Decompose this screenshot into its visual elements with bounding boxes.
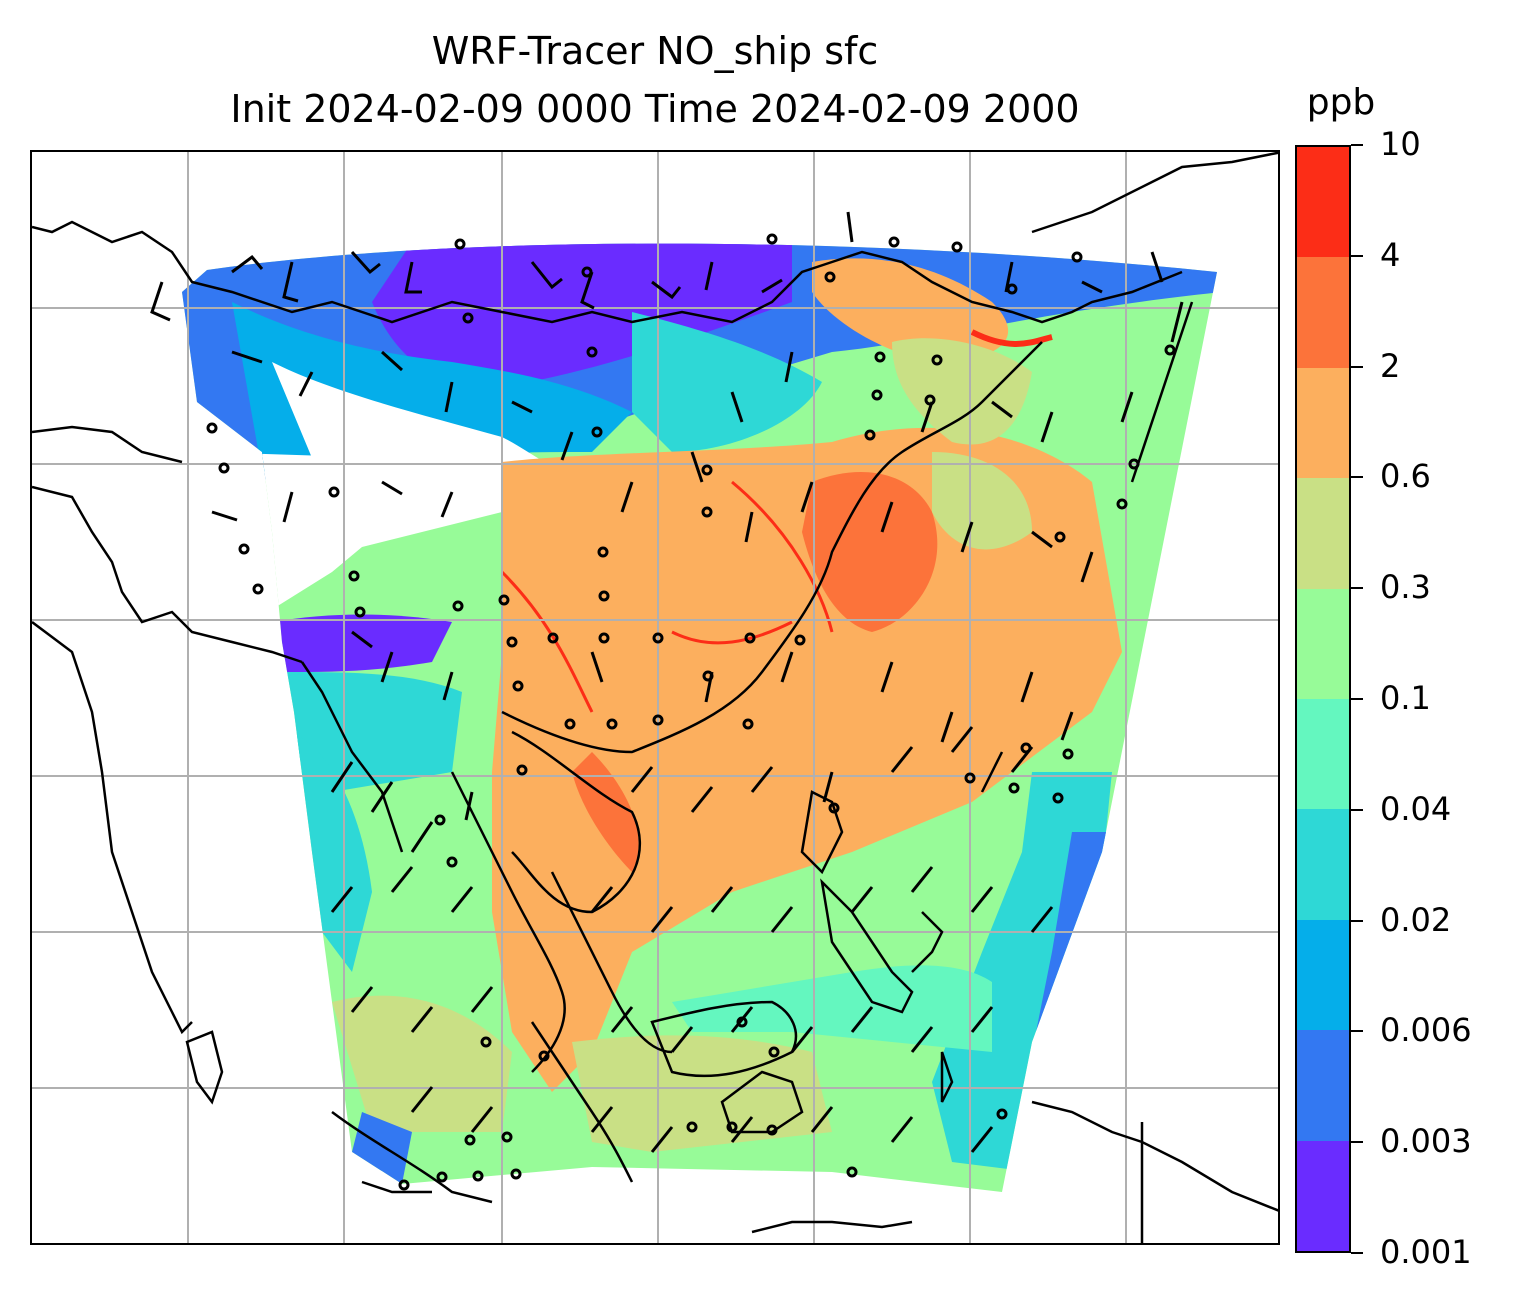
colorbar-segment — [1297, 698, 1349, 810]
colorbar-segment — [1297, 1030, 1349, 1141]
colorbar-segment — [1297, 588, 1349, 699]
colorbar-segment — [1297, 478, 1349, 589]
colorbar-tick-label: 0.6 — [1380, 457, 1431, 496]
coastlines-borders — [32, 152, 1278, 1243]
colorbar-tick — [1351, 808, 1363, 811]
colorbar-tick-label: 0.001 — [1380, 1233, 1472, 1271]
colorbar-tick — [1351, 144, 1363, 146]
colorbar-unit: ppb — [1306, 82, 1376, 123]
colorbar-segment — [1297, 1140, 1349, 1251]
colorbar-tick-label: 0.3 — [1380, 568, 1431, 607]
colorbar-segment — [1297, 809, 1349, 920]
colorbar-segment — [1297, 257, 1349, 368]
colorbar-tick — [1351, 587, 1363, 590]
colorbar-tick — [1351, 254, 1363, 257]
colorbar-tick — [1351, 1141, 1363, 1144]
map-title-line2: Init 2024-02-09 0000 Time 2024-02-09 200… — [230, 87, 1080, 131]
colorbar-tick-label: 4 — [1380, 235, 1401, 274]
wind-barbs — [150, 211, 1184, 1153]
colorbar-tick-label: 0.02 — [1380, 900, 1452, 939]
colorbar-tick — [1351, 1252, 1363, 1254]
colorbar-segment — [1297, 367, 1349, 479]
colorbar-segment — [1297, 919, 1349, 1031]
colorbar-tick-label: 0.003 — [1380, 1122, 1472, 1161]
colorbar-tick — [1351, 698, 1363, 700]
map-panel — [30, 150, 1280, 1245]
colorbar-segment — [1297, 146, 1349, 258]
colorbar-tick — [1351, 365, 1363, 368]
colorbar-tick-label: 2 — [1380, 346, 1401, 385]
colorbar-tick-label: 10 — [1380, 125, 1421, 163]
colorbar — [1295, 145, 1351, 1253]
colorbar-tick — [1351, 476, 1363, 479]
colorbar-tick-label: 0.04 — [1380, 789, 1452, 828]
lat-lon-gridlines — [32, 152, 1278, 1243]
colorbar-tick — [1351, 919, 1363, 922]
colorbar-tick — [1351, 1030, 1363, 1033]
map-canvas — [32, 152, 1278, 1243]
colorbar-tick-label: 0.006 — [1380, 1011, 1472, 1050]
colorbar-tick-label: 0.1 — [1380, 679, 1431, 717]
calm-wind-markers — [206, 233, 1176, 1191]
map-title-line1: WRF-Tracer NO_ship sfc — [431, 29, 879, 73]
